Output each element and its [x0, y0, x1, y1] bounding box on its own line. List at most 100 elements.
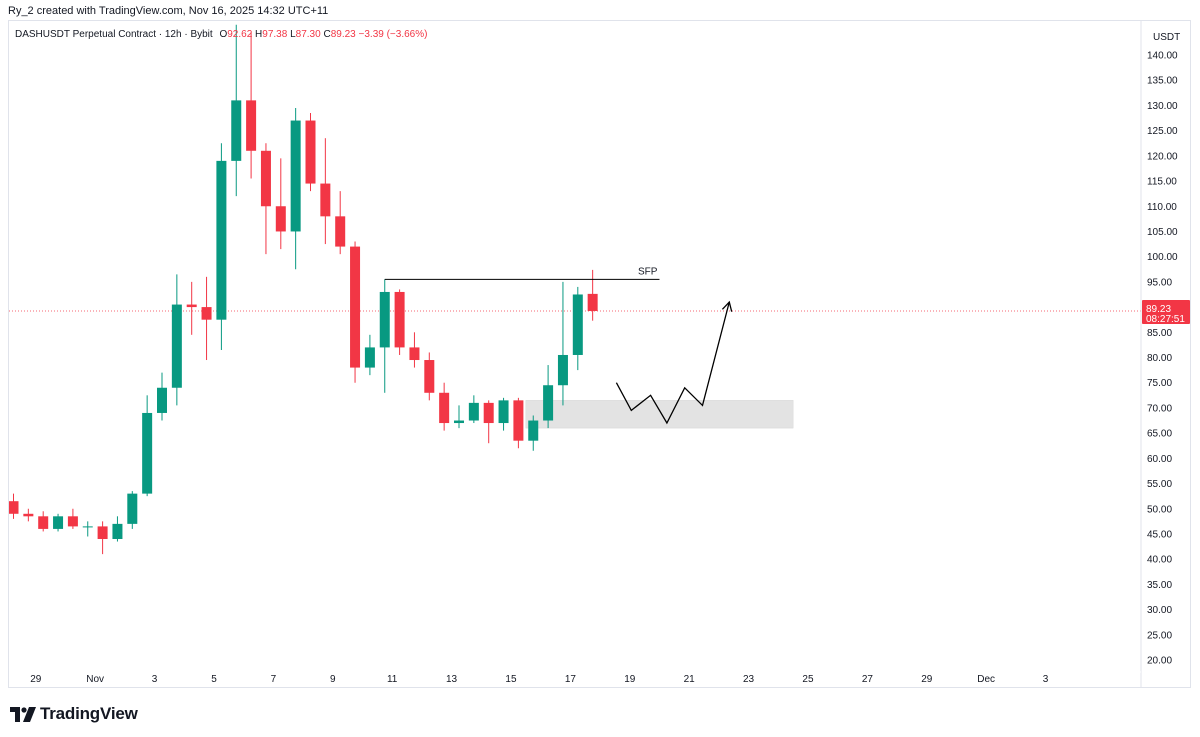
- price-tick-label: 70.00: [1147, 403, 1172, 414]
- currency-label[interactable]: USDT: [1153, 32, 1180, 43]
- candle-body: [127, 493, 138, 524]
- price-tick-label: 60.00: [1147, 454, 1172, 465]
- candle[interactable]: [9, 493, 19, 519]
- candle-body: [513, 400, 524, 441]
- candle-body: [483, 402, 494, 424]
- time-tick-label: 11: [387, 674, 398, 685]
- candle-body: [305, 120, 316, 184]
- candle[interactable]: [231, 24, 242, 197]
- candle-body: [320, 183, 331, 217]
- candle[interactable]: [142, 395, 153, 497]
- price-tick-label: 30.00: [1147, 605, 1172, 616]
- candle[interactable]: [543, 365, 554, 429]
- time-tick-label: 9: [330, 674, 336, 685]
- price-axis-background[interactable]: [1141, 21, 1190, 687]
- high-label: H: [255, 29, 263, 40]
- candle[interactable]: [216, 143, 227, 350]
- current-price-value: 89.23: [1146, 304, 1171, 315]
- tradingview-logo-icon[interactable]: [10, 706, 36, 722]
- candle-body: [572, 294, 583, 355]
- candle[interactable]: [320, 138, 331, 245]
- candle[interactable]: [454, 405, 464, 429]
- candle[interactable]: [82, 521, 93, 537]
- price-tick-label: 80.00: [1147, 353, 1172, 364]
- price-tick-label: 40.00: [1147, 555, 1172, 566]
- projected-path[interactable]: [615, 301, 730, 425]
- candle-body: [587, 293, 598, 311]
- candle[interactable]: [439, 382, 450, 431]
- time-tick-label: 15: [505, 674, 517, 685]
- candle[interactable]: [587, 269, 598, 321]
- candle[interactable]: [468, 395, 479, 424]
- candle[interactable]: [67, 508, 78, 529]
- price-tick-label: 100.00: [1147, 252, 1178, 263]
- candle[interactable]: [290, 107, 301, 270]
- candle[interactable]: [424, 352, 435, 401]
- candle-body: [543, 385, 554, 421]
- symbol-title[interactable]: DASHUSDT Perpetual Contract · 12h · Bybi…: [15, 29, 213, 40]
- candle[interactable]: [23, 508, 34, 522]
- candle[interactable]: [335, 191, 346, 255]
- candle[interactable]: [513, 397, 524, 449]
- candle-body: [260, 150, 271, 207]
- candle[interactable]: [186, 281, 197, 335]
- price-chart[interactable]: SFP USDT20.0025.0030.0035.0040.0045.0050…: [9, 21, 1190, 687]
- candle[interactable]: [364, 334, 375, 376]
- candle[interactable]: [572, 286, 583, 371]
- time-tick-label: Dec: [977, 674, 995, 685]
- time-tick-label: 27: [862, 674, 874, 685]
- candle[interactable]: [157, 372, 167, 421]
- candle[interactable]: [350, 241, 361, 383]
- time-tick-label: 19: [624, 674, 636, 685]
- time-tick-label: 3: [152, 674, 158, 685]
- price-tick-label: 95.00: [1147, 277, 1172, 288]
- candle[interactable]: [38, 511, 49, 532]
- candle[interactable]: [112, 516, 123, 542]
- candle[interactable]: [483, 400, 494, 444]
- price-tick-label: 105.00: [1147, 227, 1178, 238]
- candle-body: [528, 420, 539, 441]
- candle[interactable]: [394, 289, 405, 355]
- time-tick-label: 13: [446, 674, 458, 685]
- candle-body: [454, 420, 464, 424]
- candle-body: [246, 100, 257, 151]
- candle[interactable]: [409, 332, 420, 368]
- close-label: C: [323, 29, 331, 40]
- open-label: O: [219, 29, 228, 40]
- projected-path-arrowhead-icon: [721, 300, 733, 312]
- footer-branding: TradingView: [10, 703, 138, 725]
- price-tick-label: 35.00: [1147, 580, 1172, 591]
- candle[interactable]: [498, 397, 509, 431]
- bar-countdown: 08:27:51: [1146, 314, 1185, 325]
- price-tick-label: 20.00: [1147, 656, 1172, 667]
- candle[interactable]: [246, 32, 257, 179]
- candle-body: [557, 354, 568, 386]
- candle[interactable]: [557, 281, 568, 406]
- candle[interactable]: [305, 112, 316, 192]
- candle-body: [335, 216, 346, 247]
- candle[interactable]: [53, 513, 64, 532]
- candle-body: [53, 516, 64, 529]
- demand-zone[interactable]: [525, 400, 794, 429]
- candle[interactable]: [97, 521, 108, 555]
- price-tick-label: 130.00: [1147, 101, 1178, 112]
- tradingview-brand[interactable]: TradingView: [40, 704, 138, 723]
- candle-body: [82, 526, 93, 528]
- candle-body: [409, 347, 420, 361]
- chart-frame[interactable]: SFP USDT 20.00 25.00 30.00 35.00 40.00 45.00 50…: [8, 20, 1191, 688]
- candle[interactable]: [528, 415, 539, 451]
- candle-body: [379, 291, 390, 348]
- candle[interactable]: [275, 158, 286, 250]
- candle[interactable]: [171, 274, 182, 406]
- candle-body: [38, 516, 49, 529]
- candle-body: [9, 501, 19, 514]
- current-price-tag[interactable]: [1142, 299, 1190, 324]
- candle[interactable]: [127, 491, 138, 529]
- candle-body: [67, 516, 78, 527]
- price-tick-label: 135.00: [1147, 76, 1178, 87]
- candle[interactable]: [379, 279, 390, 393]
- candle-body: [439, 392, 450, 424]
- candle[interactable]: [260, 143, 271, 255]
- candle[interactable]: [201, 276, 212, 361]
- price-tick-label: 75.00: [1147, 378, 1172, 389]
